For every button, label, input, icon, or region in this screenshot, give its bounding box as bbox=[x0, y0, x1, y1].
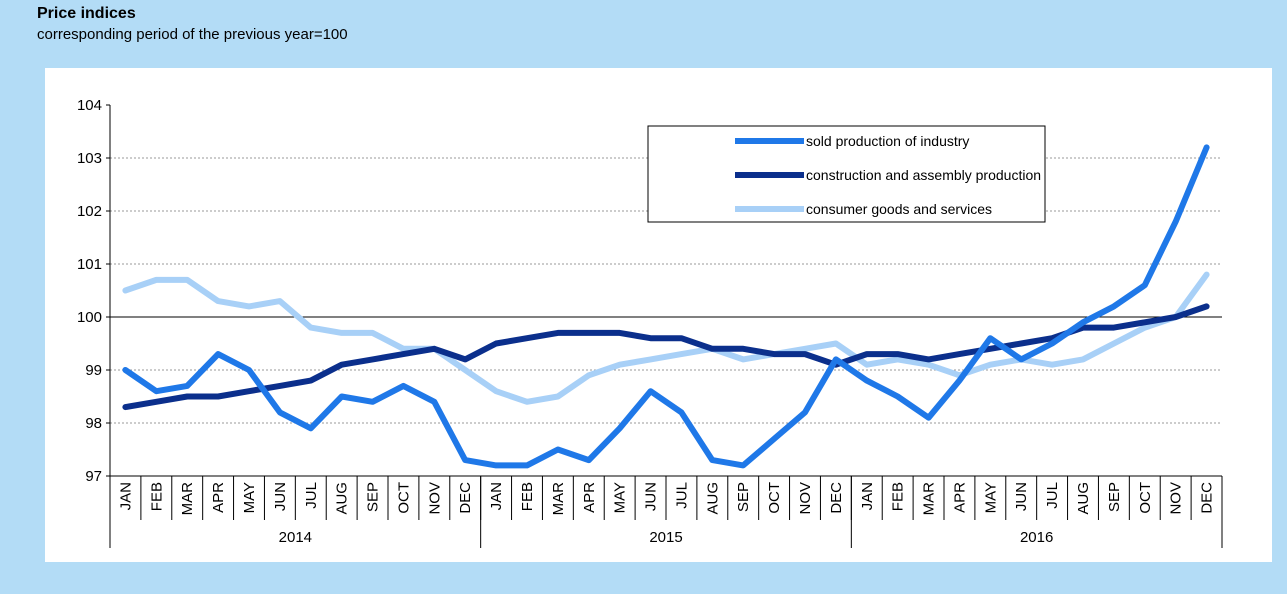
year-label: 2015 bbox=[649, 529, 682, 546]
y-tick-label: 99 bbox=[85, 362, 102, 379]
series-line bbox=[122, 144, 1210, 469]
x-tick-label: FEB bbox=[519, 482, 536, 511]
y-tick-label: 100 bbox=[77, 309, 102, 326]
x-tick-label: OCT bbox=[395, 482, 412, 514]
x-tick-label: DEC bbox=[828, 482, 845, 514]
x-tick-label: NOV bbox=[797, 482, 814, 515]
x-tick-label: SEP bbox=[365, 482, 382, 512]
y-tick-label: 98 bbox=[85, 415, 102, 432]
y-tick-label: 97 bbox=[85, 468, 102, 485]
legend-label: sold production of industry bbox=[806, 133, 969, 149]
series-line bbox=[122, 271, 1210, 405]
x-tick-label: SEP bbox=[1106, 482, 1123, 512]
x-tick-label: MAR bbox=[921, 482, 938, 516]
x-tick-label: FEB bbox=[148, 482, 165, 511]
x-tick-label: NOV bbox=[426, 482, 443, 515]
x-tick-label: APR bbox=[581, 482, 598, 513]
x-tick-label: JAN bbox=[117, 482, 134, 510]
legend-box bbox=[647, 125, 1046, 223]
x-tick-label: OCT bbox=[766, 482, 783, 514]
legend-label: consumer goods and services bbox=[806, 201, 992, 217]
x-tick-label: OCT bbox=[1137, 482, 1154, 514]
x-tick-label: JUL bbox=[673, 482, 690, 509]
x-tick-label: JAN bbox=[859, 482, 876, 510]
legend-label: construction and assembly production bbox=[806, 167, 1041, 183]
x-tick-label: APR bbox=[951, 482, 968, 513]
x-tick-label: JAN bbox=[488, 482, 505, 510]
year-label: 2014 bbox=[279, 529, 312, 546]
x-tick-label: MAY bbox=[612, 482, 629, 513]
x-tick-label: DEC bbox=[1199, 482, 1216, 514]
x-tick-label: MAR bbox=[179, 482, 196, 516]
x-tick-label: MAY bbox=[982, 482, 999, 513]
x-tick-label: APR bbox=[210, 482, 227, 513]
x-tick-label: JUL bbox=[303, 482, 320, 509]
x-tick-label: JUN bbox=[643, 482, 660, 511]
y-tick-label: 104 bbox=[77, 97, 102, 114]
year-label: 2016 bbox=[1020, 529, 1053, 546]
chart-title: Price indices bbox=[37, 5, 136, 22]
y-tick-label: 101 bbox=[77, 256, 102, 273]
x-tick-label: SEP bbox=[735, 482, 752, 512]
y-tick-label: 102 bbox=[77, 203, 102, 220]
x-tick-label: FEB bbox=[890, 482, 907, 511]
x-tick-label: DEC bbox=[457, 482, 474, 514]
series-line bbox=[122, 303, 1210, 411]
x-tick-label: JUN bbox=[1013, 482, 1030, 511]
x-tick-label: MAY bbox=[241, 482, 258, 513]
x-tick-label: AUG bbox=[704, 482, 721, 515]
x-tick-label: AUG bbox=[1075, 482, 1092, 515]
x-tick-label: NOV bbox=[1168, 482, 1185, 515]
x-tick-label: JUL bbox=[1044, 482, 1061, 509]
chart-subtitle: corresponding period of the previous yea… bbox=[37, 26, 348, 43]
x-tick-label: JUN bbox=[272, 482, 289, 511]
x-tick-label: MAR bbox=[550, 482, 567, 516]
y-tick-label: 103 bbox=[77, 150, 102, 167]
x-tick-label: AUG bbox=[334, 482, 351, 515]
